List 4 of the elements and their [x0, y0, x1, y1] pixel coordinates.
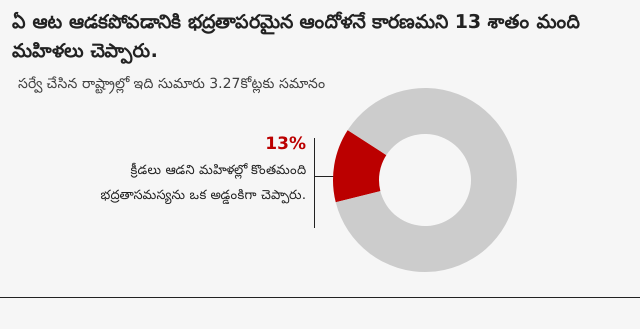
chart-subtitle: సర్వే చేసిన రాష్ట్రాల్లో ఇది సుమారు 3.27కోట్లకు సమానం — [18, 76, 325, 95]
text: క్రీడలు ఆడని మహిళల్లో కొంతమంది భద్రతాసమస్యను ఒక అడ్డంకిగా చెప్పారు. — [99, 162, 306, 206]
chart-title: ఏ ఆట ఆడకపోవడానికి భద్రతాపరమైన ఆందోళనే కారణమని 13 శాతం మంది మహిళలు చెప్పారు. — [12, 10, 581, 66]
data-label: 13% — [265, 134, 306, 154]
